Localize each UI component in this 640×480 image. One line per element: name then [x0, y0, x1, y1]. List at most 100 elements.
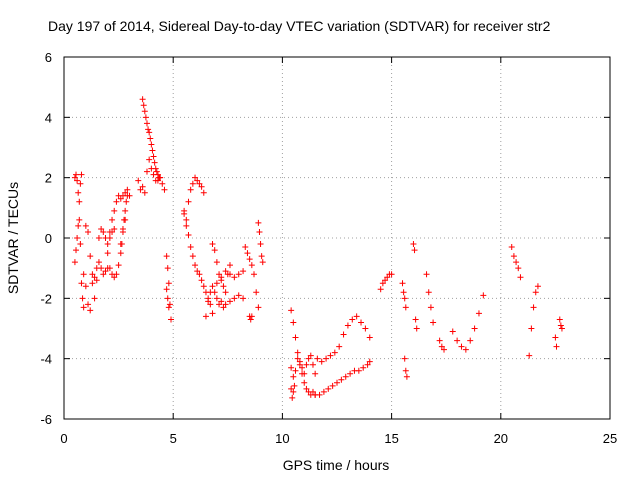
data-point-arc-24	[334, 379, 340, 386]
data-point-arc-24	[360, 364, 367, 371]
data-point-arc-12	[187, 186, 194, 193]
data-point-arc-13	[196, 271, 203, 278]
data-point-arc-08	[161, 186, 168, 193]
data-point-arc-09	[154, 171, 161, 178]
y-tick-labels: -6 -4 -2 0 2 4 6	[40, 50, 52, 427]
data-point-arc-25	[323, 355, 330, 362]
data-point-arc-13	[200, 283, 207, 290]
data-point-arc-05	[117, 195, 124, 202]
data-point-arc-06	[106, 265, 113, 272]
data-point-arc-09	[151, 159, 158, 166]
data-point-arc-07	[121, 216, 128, 223]
data-point-arc-09	[143, 120, 150, 127]
data-point-arc-09	[148, 141, 155, 148]
data-point-arc-03	[98, 265, 105, 272]
data-point-arc-09	[146, 129, 153, 136]
data-point-arc-17	[235, 292, 242, 299]
data-point-arc-16	[222, 268, 229, 275]
data-point-arc-34	[532, 289, 539, 296]
data-point-arc-08	[143, 168, 150, 175]
data-point-arc-14	[211, 289, 218, 296]
chart-title: Day 197 of 2014, Sidereal Day-to-day VTE…	[48, 18, 551, 34]
y-tick-label: 2	[45, 171, 52, 186]
data-point-arc-02	[76, 198, 83, 205]
data-point-arc-02	[73, 171, 80, 178]
data-point-arc-16	[240, 268, 247, 275]
data-point-arc-25	[353, 313, 360, 320]
data-point-arc-05	[124, 186, 131, 193]
data-point-arc-01	[80, 304, 87, 311]
data-point-arc-09	[145, 126, 152, 133]
data-point-arc-11	[164, 295, 171, 302]
data-point-arc-15	[220, 283, 227, 290]
data-point-arc-22	[309, 361, 316, 368]
data-point-arc-05	[104, 250, 111, 257]
data-point-arc-20	[258, 253, 265, 260]
data-point-arc-29	[411, 247, 418, 254]
data-point-arc-16	[235, 271, 242, 278]
data-point-arc-01	[73, 247, 80, 254]
data-point-arc-15	[211, 247, 218, 254]
data-point-arc-26	[377, 286, 384, 293]
data-point-arc-19	[248, 313, 255, 320]
data-point-arc-01	[75, 222, 82, 229]
data-point-arc-08	[139, 183, 146, 190]
data-point-arc-13	[183, 222, 190, 229]
data-point-arc-25	[340, 331, 347, 338]
data-point-arc-24	[364, 361, 371, 368]
data-point-arc-01	[77, 241, 84, 248]
axis-ticks	[63, 56, 611, 420]
data-point-arc-03	[95, 259, 102, 266]
data-point-arc-24	[347, 370, 354, 377]
data-point-arc-35	[553, 343, 560, 350]
data-point-arc-33	[508, 244, 515, 251]
data-point-arc-24	[338, 376, 345, 383]
data-point-arc-22	[290, 373, 297, 380]
data-point-arc-04	[82, 222, 89, 229]
x-tick-label: 10	[275, 431, 289, 446]
data-point-arc-12	[200, 189, 207, 196]
data-point-arc-04	[95, 235, 102, 241]
data-point-arc-12	[198, 183, 205, 190]
data-point-arc-27	[400, 289, 407, 296]
data-point-arc-25	[358, 319, 365, 326]
data-point-arc-22	[296, 358, 303, 365]
data-point-arc-23	[288, 385, 295, 392]
data-point-arc-21	[290, 319, 297, 326]
data-point-arc-17	[240, 295, 247, 302]
data-point-arc-34	[528, 325, 535, 332]
data-point-arc-01	[71, 259, 78, 266]
data-point-arc-22	[294, 355, 301, 362]
data-point-arc-10	[164, 265, 171, 272]
data-point-arc-04	[85, 228, 92, 235]
data-point-arc-02	[75, 189, 82, 196]
x-tick-label: 25	[603, 431, 617, 446]
data-point-arc-12	[196, 180, 203, 187]
data-point-arc-28	[402, 367, 409, 374]
data-point-arc-33	[510, 253, 517, 260]
data-point-arc-36	[557, 322, 564, 329]
data-point-arc-26	[382, 277, 389, 284]
data-point-arc-05	[109, 216, 116, 223]
data-point-arc-05	[111, 207, 118, 214]
data-point-arc-14	[213, 295, 220, 302]
data-point-arc-20	[256, 228, 263, 235]
data-point-arc-27	[401, 295, 408, 302]
data-point-arc-32	[458, 343, 465, 350]
data-point-arc-01	[79, 295, 86, 302]
data-point-arc-13	[187, 244, 194, 251]
data-point-arc-34	[526, 352, 533, 359]
data-point-arc-22	[301, 370, 308, 377]
data-point-arc-08	[137, 186, 144, 193]
data-point-arc-13	[194, 268, 201, 275]
data-point-arc-21	[292, 334, 299, 341]
data-point-arc-18	[244, 250, 251, 257]
data-point-arc-23	[290, 388, 297, 395]
data-point-arc-14	[202, 313, 209, 320]
data-point-arc-02	[71, 174, 78, 181]
data-point-arc-16	[231, 274, 238, 281]
data-point-arc-07	[124, 192, 131, 199]
data-point-arc-24	[355, 367, 362, 374]
data-point-arc-03	[80, 271, 87, 278]
